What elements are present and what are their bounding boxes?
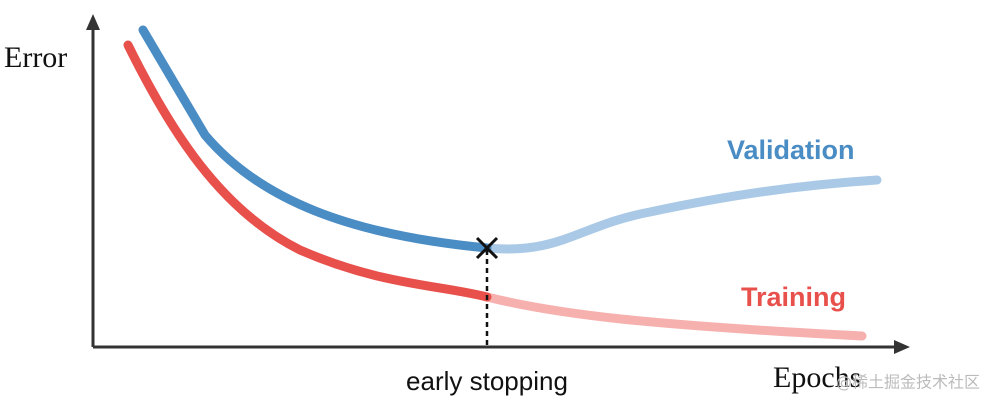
validation-curve-late <box>482 175 882 254</box>
x-axis-label: Epochs <box>773 361 861 394</box>
validation-label: Validation <box>727 135 855 165</box>
stop-marker <box>475 236 499 260</box>
axes <box>91 26 898 349</box>
x-arrow <box>894 340 910 354</box>
training-label: Training <box>741 282 846 312</box>
annotation: early stopping <box>406 366 568 396</box>
training-curve-early <box>123 40 492 302</box>
validation-curve-early <box>138 25 492 253</box>
watermark: @稀土掘金技术社区 <box>836 373 980 392</box>
y-axis-label: Error <box>4 41 67 74</box>
y-arrow <box>86 14 100 30</box>
training-curve-late <box>482 292 867 341</box>
